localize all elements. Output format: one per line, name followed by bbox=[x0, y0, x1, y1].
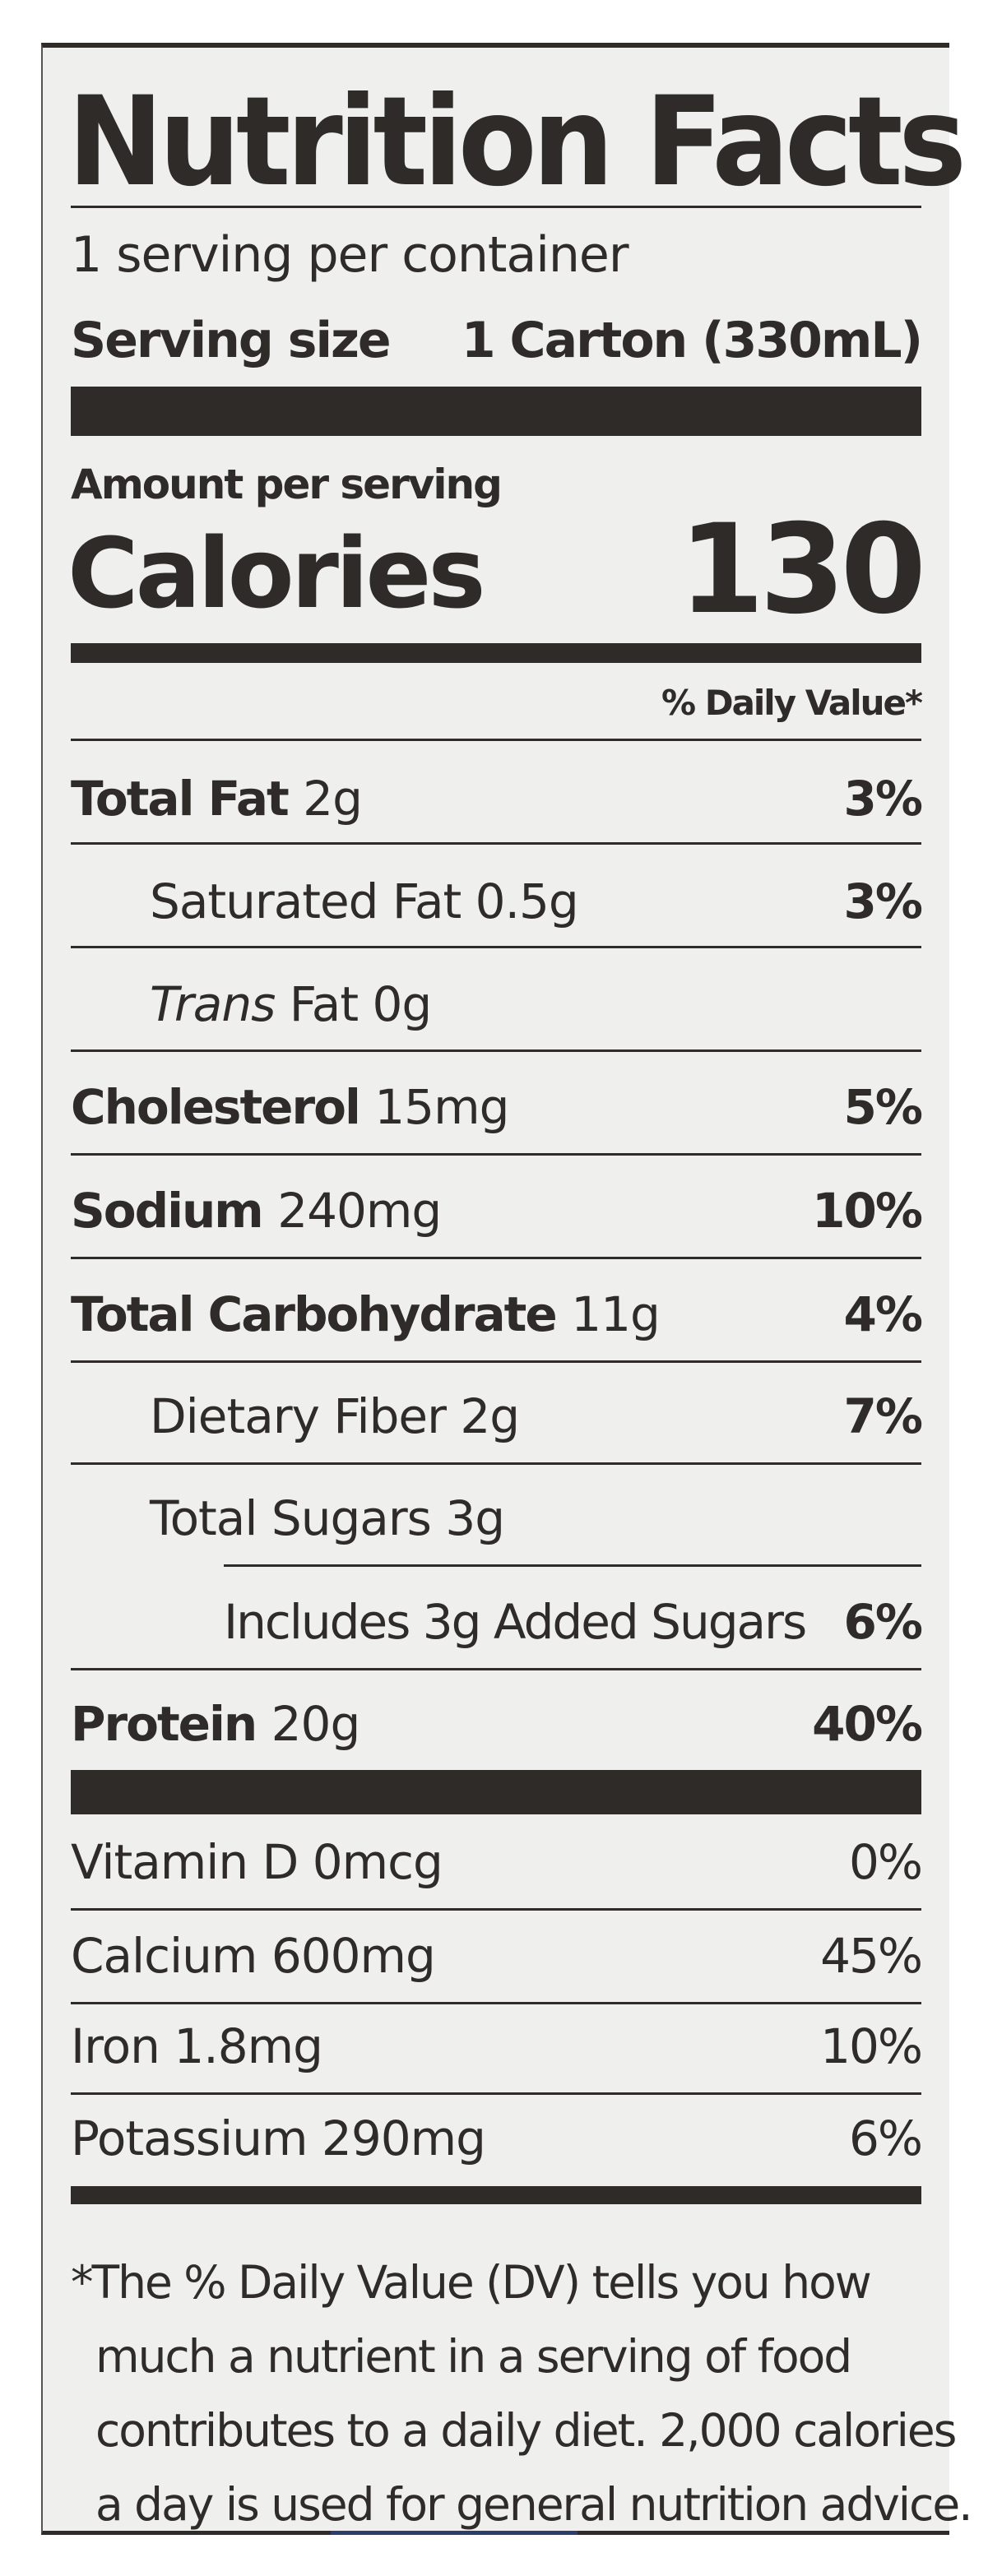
nutrient-row-added-sugars: Includes 3g Added Sugars 6% bbox=[71, 1581, 923, 1663]
divider bbox=[71, 1360, 921, 1363]
nutrient-name: Dietary Fiber 2g bbox=[150, 1388, 520, 1444]
nutrient-name-italic: Trans bbox=[150, 976, 276, 1032]
vitamin-row-calcium: Calcium 600mg 45% bbox=[71, 1915, 923, 1997]
vitamin-row-vitamin-d: Vitamin D 0mcg 0% bbox=[71, 1821, 923, 1903]
vitamin-dv: 10% bbox=[820, 2018, 923, 2074]
nutrient-row-sodium: Sodium 240mg 10% bbox=[71, 1170, 923, 1252]
footnote-line: contributes to a daily diet. 2,000 calor… bbox=[95, 2404, 957, 2457]
serving-size-label: Serving size bbox=[71, 312, 392, 369]
divider bbox=[71, 1668, 921, 1670]
nutrient-name: Total Carbohydrate bbox=[71, 1286, 558, 1342]
footnote: *The % Daily Value (DV) tells you how mu… bbox=[71, 2245, 973, 2541]
nutrient-name: Total Sugars 3g bbox=[150, 1490, 505, 1546]
divider bbox=[71, 206, 921, 208]
medium-divider bbox=[71, 2186, 921, 2204]
nutrient-name: Sodium bbox=[71, 1183, 264, 1239]
footnote-line: *The % Daily Value (DV) tells you how bbox=[71, 2256, 872, 2309]
vitamin-name: Calcium 600mg bbox=[71, 1928, 436, 1984]
carton-edge-accent bbox=[331, 2531, 577, 2535]
vitamin-dv: 45% bbox=[820, 1928, 923, 1984]
serving-size-value: 1 Carton (330mL) bbox=[461, 312, 923, 369]
vitamin-dv: 0% bbox=[848, 1834, 923, 1890]
divider bbox=[71, 1049, 921, 1052]
calories-value: 130 bbox=[678, 498, 926, 642]
daily-value-header: % Daily Value* bbox=[661, 683, 923, 723]
divider bbox=[71, 2092, 921, 2095]
vitamin-name: Potassium 290mg bbox=[71, 2110, 486, 2166]
nutrient-amount: 240mg bbox=[277, 1183, 442, 1239]
divider bbox=[71, 842, 921, 845]
nutrient-dv: 3% bbox=[843, 873, 923, 929]
nutrient-row-trans-fat: Trans Fat 0g bbox=[71, 963, 921, 1045]
nutrient-amount: 11g bbox=[571, 1286, 661, 1342]
calories-label: Calories bbox=[67, 517, 486, 630]
footnote-line: a day is used for general nutrition advi… bbox=[95, 2478, 973, 2531]
nutrient-dv: 7% bbox=[843, 1388, 923, 1444]
divider bbox=[224, 1564, 921, 1567]
nutrient-row-total-carbohydrate: Total Carbohydrate 11g 4% bbox=[71, 1273, 923, 1355]
vitamin-dv: 6% bbox=[848, 2110, 923, 2166]
nutrient-row-protein: Protein 20g 40% bbox=[71, 1683, 923, 1765]
divider bbox=[71, 739, 921, 741]
nutrient-dv: 10% bbox=[812, 1183, 923, 1239]
medium-divider bbox=[71, 643, 921, 663]
nutrient-dv: 40% bbox=[812, 1696, 923, 1752]
vitamin-row-potassium: Potassium 290mg 6% bbox=[71, 2097, 923, 2180]
nutrient-dv: 4% bbox=[843, 1286, 923, 1342]
divider bbox=[71, 2002, 921, 2004]
nutrient-name: Fat 0g bbox=[275, 976, 432, 1032]
thick-divider bbox=[71, 1770, 921, 1814]
nutrient-row-total-sugars: Total Sugars 3g bbox=[71, 1477, 921, 1559]
serving-size-row: Serving size 1 Carton (330mL) bbox=[71, 299, 923, 382]
nutrient-name: Protein bbox=[71, 1696, 257, 1752]
nutrient-name: Includes 3g Added Sugars bbox=[224, 1594, 807, 1650]
vitamin-row-iron: Iron 1.8mg 10% bbox=[71, 2005, 923, 2087]
amount-per-serving: Amount per serving bbox=[71, 461, 503, 508]
footnote-line: much a nutrient in a serving of food bbox=[95, 2330, 852, 2383]
divider bbox=[71, 1153, 921, 1156]
vitamin-name: Iron 1.8mg bbox=[71, 2018, 323, 2074]
divider bbox=[71, 946, 921, 948]
nutrient-name: Total Fat bbox=[71, 771, 290, 827]
nutrient-amount: 2g bbox=[303, 771, 363, 827]
nutrient-row-saturated-fat: Saturated Fat 0.5g 3% bbox=[71, 860, 923, 943]
divider bbox=[71, 1257, 921, 1259]
nutrition-facts-panel: Nutrition Facts 1 serving per container … bbox=[41, 43, 973, 2535]
nutrient-amount: 20g bbox=[271, 1696, 361, 1752]
nutrient-dv: 5% bbox=[843, 1079, 923, 1135]
nutrient-dv: 6% bbox=[843, 1594, 923, 1650]
nutrient-dv: 3% bbox=[843, 771, 923, 827]
nutrient-amount: 15mg bbox=[374, 1079, 509, 1135]
servings-per-container: 1 serving per container bbox=[71, 226, 629, 284]
nutrient-row-cholesterol: Cholesterol 15mg 5% bbox=[71, 1066, 923, 1148]
vitamin-name: Vitamin D 0mcg bbox=[71, 1834, 443, 1890]
divider bbox=[71, 1462, 921, 1465]
nutrient-name: Cholesterol bbox=[71, 1079, 361, 1135]
title: Nutrition Facts bbox=[67, 71, 967, 214]
nutrient-row-dietary-fiber: Dietary Fiber 2g 7% bbox=[71, 1375, 923, 1457]
nutrient-name: Saturated Fat 0.5g bbox=[150, 873, 579, 929]
thick-divider bbox=[71, 387, 921, 436]
nutrient-row-total-fat: Total Fat 2g 3% bbox=[71, 758, 923, 840]
divider bbox=[71, 1908, 921, 1911]
